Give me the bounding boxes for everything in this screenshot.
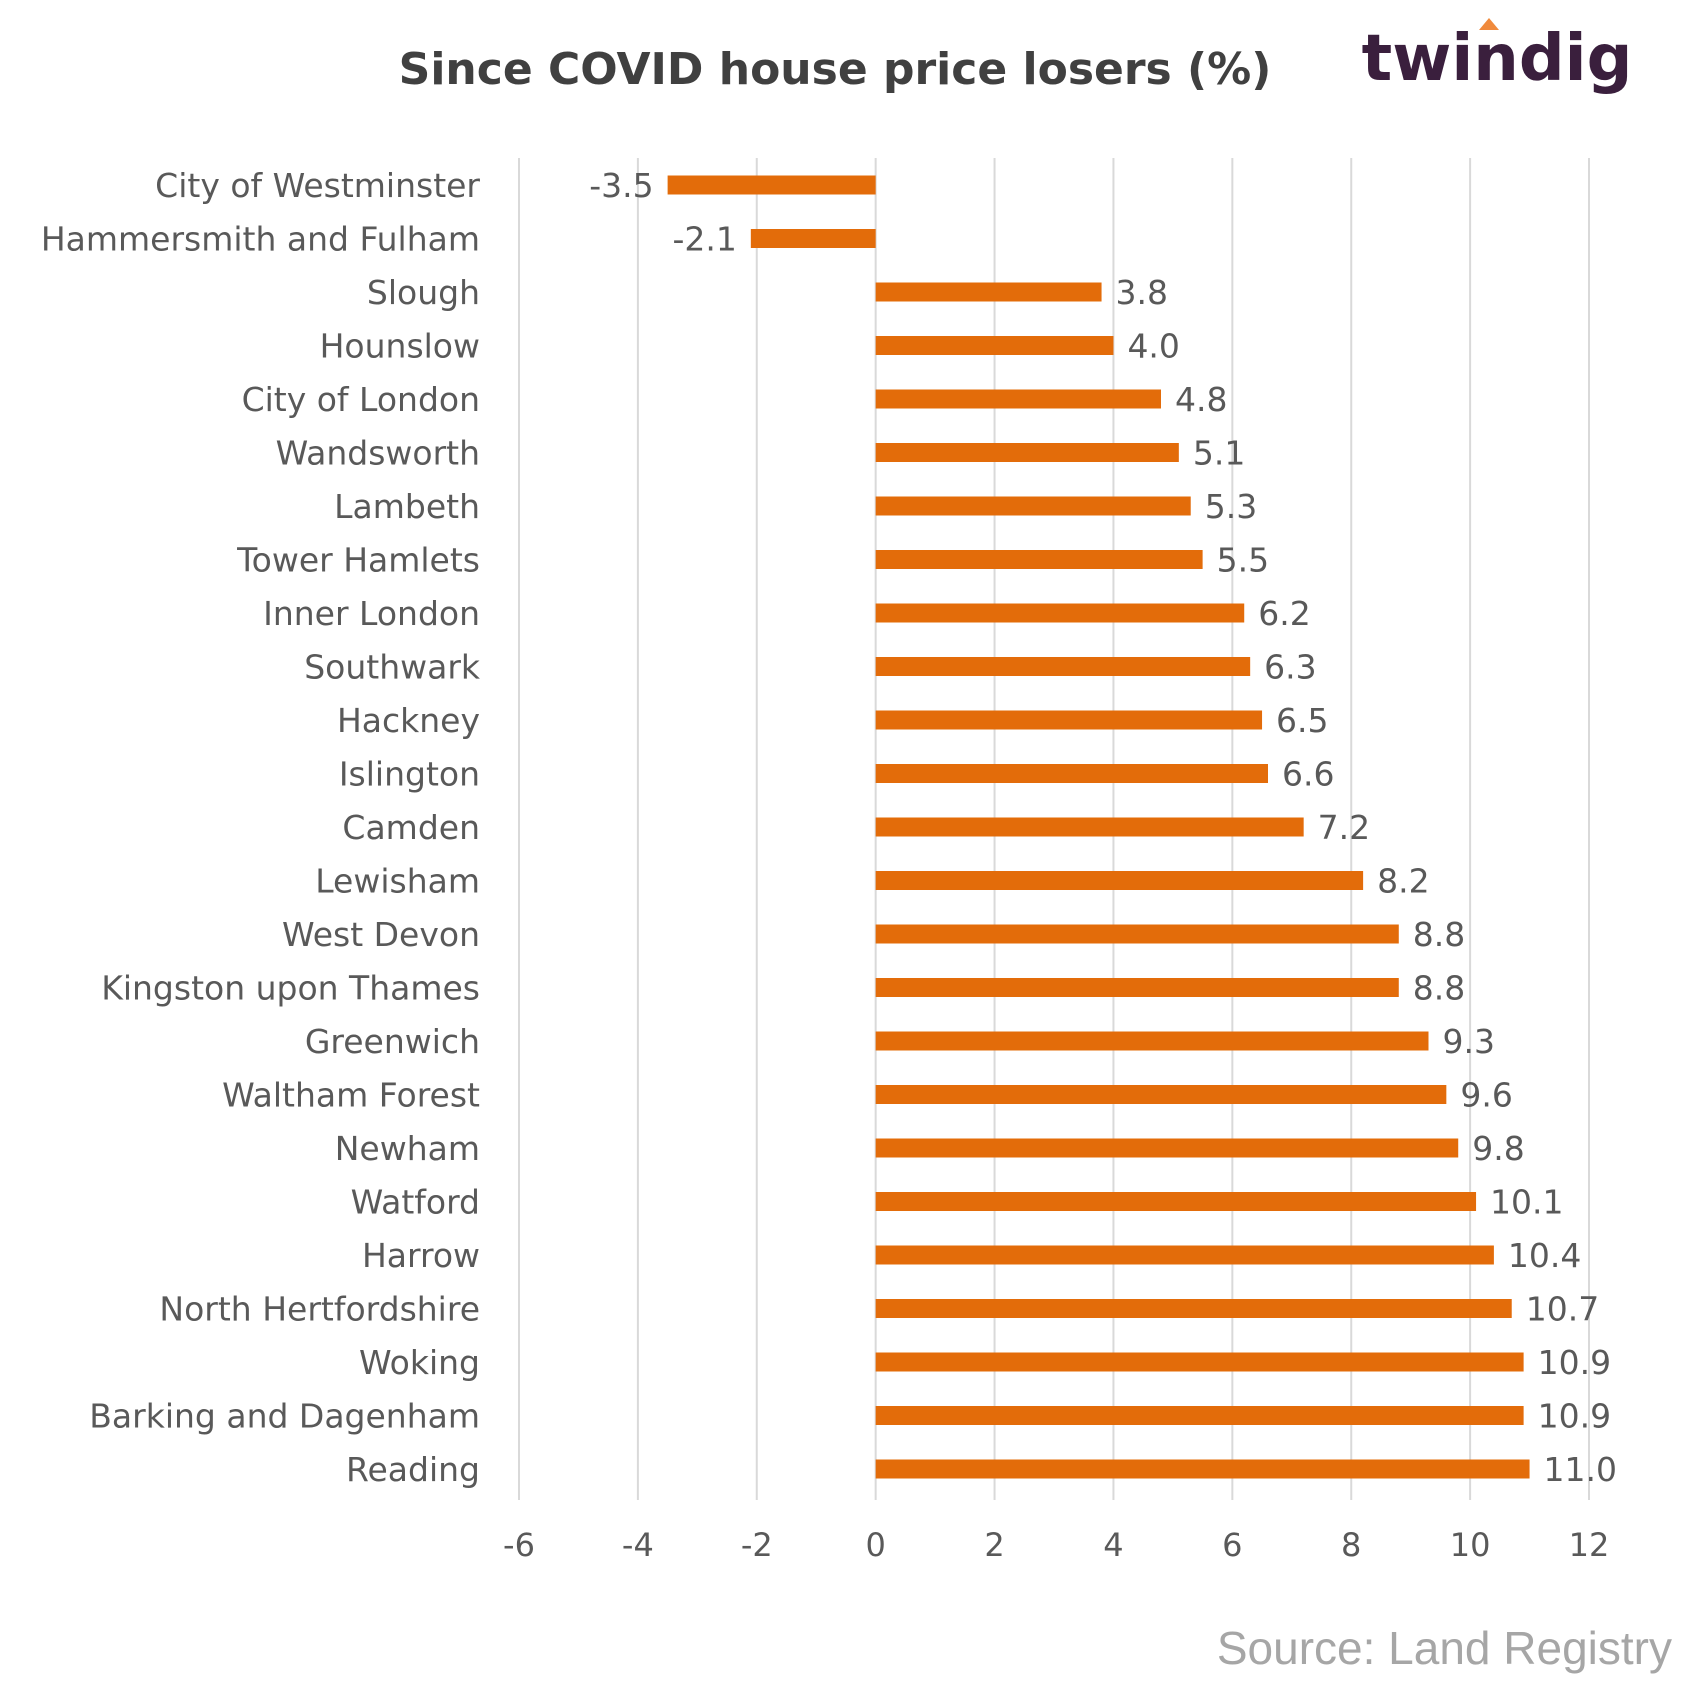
- bar: [875, 336, 1114, 355]
- category-label: Reading: [346, 1450, 480, 1489]
- bar: [875, 817, 1304, 837]
- x-tick-label: 2: [984, 1526, 1004, 1564]
- data-label: 3.8: [1116, 273, 1168, 312]
- bar: [875, 496, 1191, 516]
- data-label: -3.5: [589, 166, 653, 205]
- bar: [875, 1031, 1429, 1051]
- x-tick-label: 12: [1569, 1526, 1610, 1564]
- category-label: Watford: [351, 1183, 480, 1222]
- data-label: 7.2: [1318, 808, 1370, 847]
- bar: [875, 443, 1179, 462]
- category-label: Slough: [367, 273, 480, 312]
- x-tick-label: -4: [622, 1526, 654, 1564]
- data-label: 9.3: [1443, 1022, 1495, 1061]
- data-label: 5.5: [1217, 541, 1269, 580]
- category-labels: City of Westminster Hammersmith and Fulha…: [41, 166, 481, 1489]
- bar: [875, 1459, 1530, 1479]
- category-label: West Devon: [282, 915, 480, 954]
- x-tick-label: -6: [503, 1526, 535, 1564]
- bar: [667, 175, 876, 195]
- bar: [875, 550, 1203, 569]
- category-label: Southwark: [304, 648, 481, 687]
- data-label: 11.0: [1544, 1450, 1617, 1489]
- x-axis-tick-labels: -6 -4 -2 0 2 4 6 8 10 12: [503, 1526, 1609, 1564]
- category-label: Woking: [359, 1343, 480, 1382]
- bars: [667, 175, 1530, 1479]
- data-label: 6.5: [1276, 701, 1328, 740]
- bar: [875, 1138, 1459, 1158]
- category-label: Hackney: [337, 701, 480, 740]
- category-label: North Hertfordshire: [159, 1290, 480, 1329]
- chart-title: Since COVID house price losers (%): [399, 44, 1272, 95]
- category-label: Greenwich: [305, 1022, 480, 1061]
- category-label: Harrow: [362, 1236, 480, 1275]
- bar: [875, 1245, 1494, 1265]
- bar: [875, 1299, 1512, 1318]
- data-label: 10.4: [1508, 1236, 1581, 1275]
- data-label: 8.8: [1413, 969, 1465, 1008]
- data-label: 6.3: [1264, 648, 1316, 687]
- data-label: 6.2: [1258, 594, 1310, 633]
- category-label: Islington: [339, 755, 480, 794]
- data-label: 10.1: [1490, 1183, 1563, 1222]
- data-label: 5.1: [1193, 434, 1245, 473]
- bar: [875, 603, 1245, 623]
- data-label: 4.8: [1175, 380, 1227, 419]
- data-label: 6.6: [1282, 755, 1334, 794]
- category-label: Wandsworth: [276, 434, 480, 473]
- data-labels: -3.5 -2.1 3.8 4.0 4.8 5.1 5.3 5.5 6.2 6.3 6.5 6.6 7.…: [589, 166, 1617, 1489]
- category-label: Tower Hamlets: [236, 541, 480, 580]
- x-tick-label: 0: [865, 1526, 885, 1564]
- category-label: Lambeth: [334, 487, 480, 526]
- bar: [875, 924, 1399, 944]
- bar: [875, 1192, 1477, 1211]
- data-label: 8.8: [1413, 915, 1465, 954]
- category-label: Kingston upon Thames: [101, 969, 480, 1008]
- bar: [875, 657, 1251, 676]
- data-label: -2.1: [672, 220, 736, 259]
- data-label: 9.8: [1472, 1129, 1524, 1168]
- twindig-logo: twindig: [1362, 22, 1633, 96]
- data-label: 5.3: [1205, 487, 1257, 526]
- category-label: Hounslow: [320, 327, 480, 366]
- x-tick-label: 10: [1450, 1526, 1491, 1564]
- category-label: Hammersmith and Fulham: [41, 220, 480, 259]
- x-tick-label: 6: [1222, 1526, 1242, 1564]
- category-label: Newham: [335, 1129, 480, 1168]
- bar: [875, 871, 1364, 890]
- bar: [875, 710, 1263, 730]
- bar: [875, 1406, 1524, 1425]
- data-label: 10.9: [1538, 1343, 1611, 1382]
- category-label: City of London: [242, 380, 480, 419]
- logo-accent-icon: [1479, 18, 1499, 30]
- data-label: 8.2: [1377, 862, 1429, 901]
- data-label: 10.9: [1538, 1397, 1611, 1436]
- category-label: Inner London: [263, 594, 480, 633]
- source-note: Source: Land Registry: [1217, 1622, 1672, 1674]
- bar: [875, 389, 1161, 409]
- bar: [750, 229, 876, 248]
- bar: [875, 1352, 1524, 1372]
- bar: [875, 1085, 1447, 1104]
- data-label: 4.0: [1127, 327, 1179, 366]
- data-label: 9.6: [1460, 1076, 1512, 1115]
- bar: [875, 978, 1399, 997]
- data-label: 10.7: [1526, 1290, 1599, 1329]
- category-label: Waltham Forest: [222, 1076, 480, 1115]
- category-label: Barking and Dagenham: [89, 1397, 480, 1436]
- bar: [875, 282, 1102, 302]
- x-tick-label: 8: [1341, 1526, 1361, 1564]
- category-label: Lewisham: [315, 862, 480, 901]
- x-tick-label: -2: [741, 1526, 773, 1564]
- x-tick-label: 4: [1103, 1526, 1123, 1564]
- category-label: Camden: [342, 808, 480, 847]
- bar: [875, 764, 1268, 783]
- category-label: City of Westminster: [155, 166, 480, 205]
